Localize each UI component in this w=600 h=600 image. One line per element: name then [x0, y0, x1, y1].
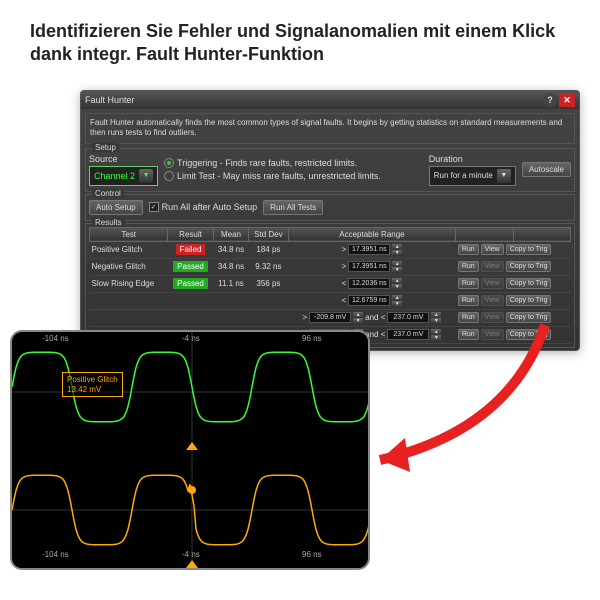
column-header: Mean — [213, 227, 249, 241]
column-header: Acceptable Range — [288, 227, 456, 241]
marker-dot — [188, 486, 196, 494]
table-row: Negative GlitchPassed34.8 ns9.32 ns>17.3… — [90, 258, 571, 275]
column-header — [513, 227, 570, 241]
axis-label: -104 ns — [42, 334, 69, 343]
view-button: View — [481, 295, 504, 306]
copy-to-trig-button[interactable]: Copy to Trig — [506, 329, 552, 340]
axis-label: -104 ns — [42, 550, 69, 559]
channel-value: Channel 2 — [94, 171, 135, 181]
table-row: Positive GlitchFailed34.8 ns184 ps>17.39… — [90, 241, 571, 258]
table-row: >-209.8 mV▲▼ and <237.0 mV▲▼RunViewCopy … — [90, 309, 571, 326]
help-icon[interactable]: ? — [543, 93, 557, 107]
view-button: View — [481, 329, 504, 340]
chevron-down-icon[interactable]: ▼ — [497, 169, 511, 183]
run-all-checkbox[interactable]: ✓Run All after Auto Setup — [149, 202, 258, 212]
copy-to-trig-button[interactable]: Copy to Trig — [506, 295, 552, 306]
callout-value: 13.42 mV — [67, 385, 118, 395]
scope-bottom-pane: -104 ns -4 ns 96 ns — [12, 450, 368, 568]
axis-label: 96 ns — [302, 334, 322, 343]
run-button[interactable]: Run — [458, 244, 479, 255]
run-button[interactable]: Run — [458, 295, 479, 306]
column-header: Std Dev — [249, 227, 288, 241]
table-row: Slow Rising EdgePassed11.1 ns356 ps<12.2… — [90, 275, 571, 292]
run-button[interactable]: Run — [458, 329, 479, 340]
control-section: Control Auto Setup ✓Run All after Auto S… — [85, 194, 575, 221]
fault-hunter-window: Fault Hunter ? ✕ Fault Hunter automatica… — [80, 90, 580, 351]
auto-setup-button[interactable]: Auto Setup — [89, 200, 143, 215]
channel-select[interactable]: Channel 2 ▼ — [89, 166, 158, 186]
triggering-radio[interactable]: Triggering - Finds rare faults, restrict… — [164, 158, 423, 168]
description-text: Fault Hunter automatically finds the mos… — [85, 113, 575, 144]
column-header — [456, 227, 513, 241]
view-button: View — [481, 312, 504, 323]
callout-title: Positive Glitch — [67, 375, 118, 385]
setup-section: Setup Source Channel 2 ▼ Triggering - Fi… — [85, 148, 575, 192]
oscilloscope-view: -104 ns -4 ns 96 ns Positive Glitch 13.4… — [10, 330, 370, 570]
copy-to-trig-button[interactable]: Copy to Trig — [506, 261, 552, 272]
axis-label: 96 ns — [302, 550, 322, 559]
duration-value: Run for a minute — [434, 171, 493, 180]
source-label: Source — [89, 154, 158, 164]
duration-select[interactable]: Run for a minute ▼ — [429, 166, 516, 186]
duration-label: Duration — [429, 154, 516, 164]
table-row: <12.6759 ns▲▼RunViewCopy to Trig — [90, 292, 571, 309]
axis-label: -4 ns — [182, 550, 200, 559]
column-header: Test — [90, 227, 168, 241]
run-button[interactable]: Run — [458, 278, 479, 289]
window-title: Fault Hunter — [85, 95, 543, 105]
copy-to-trig-button[interactable]: Copy to Trig — [506, 244, 552, 255]
chevron-down-icon[interactable]: ▼ — [139, 169, 153, 183]
column-header: Result — [168, 227, 213, 241]
copy-to-trig-button[interactable]: Copy to Trig — [506, 312, 552, 323]
view-button: View — [481, 261, 504, 272]
results-table: TestResultMeanStd DevAcceptable Range Po… — [89, 227, 571, 344]
setup-label: Setup — [92, 143, 119, 152]
axis-label: -4 ns — [182, 334, 200, 343]
run-button[interactable]: Run — [458, 312, 479, 323]
run-all-button[interactable]: Run All Tests — [263, 200, 323, 215]
view-button[interactable]: View — [481, 244, 504, 255]
limit-test-radio[interactable]: Limit Test - May miss rare faults, unres… — [164, 171, 423, 181]
titlebar[interactable]: Fault Hunter ? ✕ — [81, 91, 579, 109]
results-label: Results — [92, 218, 125, 227]
glitch-callout: Positive Glitch 13.42 mV — [62, 372, 123, 397]
control-label: Control — [92, 189, 124, 198]
headline-text: Identifizieren Sie Fehler und Signalanom… — [0, 0, 600, 77]
close-icon[interactable]: ✕ — [559, 93, 575, 107]
copy-to-trig-button[interactable]: Copy to Trig — [506, 278, 552, 289]
autoscale-button[interactable]: Autoscale — [522, 162, 571, 177]
scope-top-pane: -104 ns -4 ns 96 ns Positive Glitch 13.4… — [12, 332, 368, 450]
view-button: View — [481, 278, 504, 289]
run-button[interactable]: Run — [458, 261, 479, 272]
